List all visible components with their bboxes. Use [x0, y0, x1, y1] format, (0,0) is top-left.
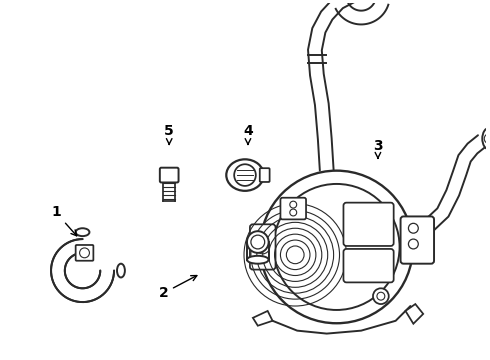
Ellipse shape: [117, 264, 125, 278]
FancyBboxPatch shape: [400, 216, 434, 264]
Polygon shape: [308, 0, 355, 171]
FancyBboxPatch shape: [160, 168, 178, 183]
FancyBboxPatch shape: [260, 168, 270, 182]
Text: 2: 2: [158, 275, 197, 300]
Polygon shape: [406, 304, 423, 324]
FancyBboxPatch shape: [250, 224, 275, 270]
Ellipse shape: [247, 231, 269, 253]
Text: 1: 1: [51, 206, 77, 236]
Polygon shape: [253, 311, 272, 326]
FancyBboxPatch shape: [75, 245, 94, 261]
Ellipse shape: [273, 184, 399, 310]
Ellipse shape: [247, 256, 269, 264]
Polygon shape: [410, 135, 487, 241]
Text: 3: 3: [373, 139, 383, 158]
Ellipse shape: [226, 159, 264, 191]
Text: 5: 5: [164, 124, 174, 144]
Ellipse shape: [75, 228, 90, 236]
Circle shape: [373, 288, 389, 304]
FancyBboxPatch shape: [343, 203, 393, 246]
FancyBboxPatch shape: [343, 249, 393, 282]
FancyBboxPatch shape: [280, 198, 306, 219]
Polygon shape: [51, 239, 114, 302]
Ellipse shape: [482, 128, 490, 149]
Text: 4: 4: [243, 124, 253, 144]
